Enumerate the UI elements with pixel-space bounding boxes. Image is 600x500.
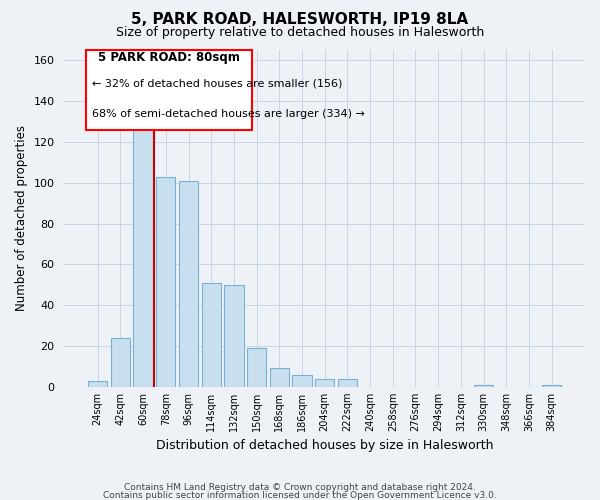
Text: Size of property relative to detached houses in Halesworth: Size of property relative to detached ho…: [116, 26, 484, 39]
Text: ← 32% of detached houses are smaller (156): ← 32% of detached houses are smaller (15…: [92, 78, 342, 88]
Text: Contains HM Land Registry data © Crown copyright and database right 2024.: Contains HM Land Registry data © Crown c…: [124, 483, 476, 492]
Text: 5, PARK ROAD, HALESWORTH, IP19 8LA: 5, PARK ROAD, HALESWORTH, IP19 8LA: [131, 12, 469, 28]
Bar: [542, 385, 562, 387]
Bar: [338, 378, 357, 387]
Bar: [202, 282, 221, 387]
Text: 68% of semi-detached houses are larger (334) →: 68% of semi-detached houses are larger (…: [92, 108, 364, 118]
Bar: [133, 128, 153, 387]
X-axis label: Distribution of detached houses by size in Halesworth: Distribution of detached houses by size …: [156, 440, 493, 452]
Bar: [292, 374, 311, 387]
Bar: [247, 348, 266, 387]
Y-axis label: Number of detached properties: Number of detached properties: [15, 126, 28, 312]
Bar: [156, 176, 175, 387]
Bar: [474, 385, 493, 387]
Bar: [224, 284, 244, 387]
Text: 5 PARK ROAD: 80sqm: 5 PARK ROAD: 80sqm: [98, 52, 240, 64]
FancyBboxPatch shape: [86, 50, 252, 130]
Bar: [315, 378, 334, 387]
Bar: [111, 338, 130, 387]
Bar: [88, 380, 107, 387]
Text: Contains public sector information licensed under the Open Government Licence v3: Contains public sector information licen…: [103, 490, 497, 500]
Bar: [269, 368, 289, 387]
Bar: [179, 180, 198, 387]
